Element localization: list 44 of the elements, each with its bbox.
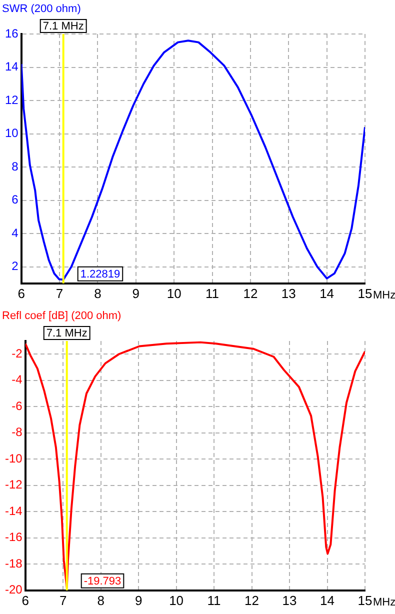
x-tick-label: 8 bbox=[97, 592, 104, 608]
x-tick-label: 9 bbox=[134, 592, 142, 608]
annotation: 1.22819 bbox=[80, 268, 120, 280]
x-tick-label: 14 bbox=[320, 286, 334, 301]
x-axis-title: MHz bbox=[373, 289, 395, 302]
y-tick-label: 16 bbox=[4, 26, 19, 40]
x-tick-label: 12 bbox=[244, 592, 260, 608]
y-tick-label: 4 bbox=[12, 226, 19, 240]
ref-line-label: 7.1 MHz bbox=[42, 20, 84, 33]
x-tick-label: 11 bbox=[206, 286, 220, 301]
y-tick-label: 12 bbox=[4, 92, 19, 107]
x-tick-label: 13 bbox=[281, 286, 296, 301]
x-tick-label: 12 bbox=[243, 286, 258, 301]
y-tick-label: 2 bbox=[12, 259, 19, 274]
y-tick-label: 6 bbox=[12, 192, 19, 207]
y-axis-title: Refl coef [dB] (200 ohm) bbox=[2, 310, 122, 322]
y-tick-label: 8 bbox=[12, 159, 19, 174]
y-axis-title: SWR (200 ohm) bbox=[2, 3, 81, 16]
x-tick-label: 13 bbox=[282, 592, 297, 608]
ref-line-label: 7.1 MHz bbox=[46, 328, 88, 340]
annotation: -19.793 bbox=[84, 575, 122, 588]
x-tick-label: 10 bbox=[166, 286, 182, 301]
y-tick-label: -18 bbox=[5, 556, 23, 570]
x-tick-label: 9 bbox=[132, 286, 140, 301]
x-tick-label: 14 bbox=[320, 592, 334, 608]
x-tick-label: 7 bbox=[56, 286, 64, 301]
y-tick-label: -14 bbox=[5, 504, 23, 518]
x-axis-title: MHz bbox=[373, 596, 395, 608]
y-tick-label: 14 bbox=[4, 60, 19, 74]
x-tick-label: 7 bbox=[59, 592, 67, 608]
x-tick-label: 10 bbox=[169, 592, 184, 608]
x-tick-label: 8 bbox=[94, 286, 102, 301]
y-tick-label: -6 bbox=[12, 398, 23, 413]
y-tick-label: 10 bbox=[4, 126, 19, 140]
y-tick-label: -16 bbox=[5, 530, 23, 544]
y-tick-label: -4 bbox=[12, 372, 23, 387]
y-tick-label: -12 bbox=[5, 478, 23, 492]
y-tick-label: -8 bbox=[12, 425, 23, 440]
x-tick-label: 11 bbox=[207, 592, 221, 608]
y-tick-label: -10 bbox=[5, 451, 23, 466]
x-tick-label: 15 bbox=[358, 286, 372, 301]
x-tick-label: 15 bbox=[358, 592, 372, 608]
y-tick-label: -2 bbox=[12, 346, 23, 360]
y-tick-label: -20 bbox=[5, 582, 23, 597]
